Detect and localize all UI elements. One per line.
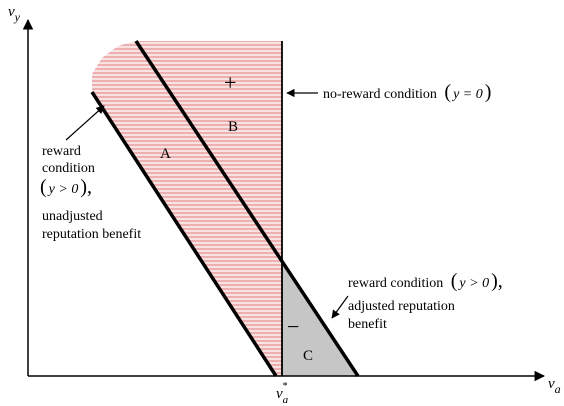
unadjusted-benefit-line bbox=[90, 91, 278, 377]
reward-unadjusted-line1: reward bbox=[42, 144, 81, 159]
region-b-label: B bbox=[228, 119, 238, 135]
reward-unadjusted-line4: unadjusted bbox=[42, 209, 103, 224]
adjusted-arrow bbox=[331, 295, 349, 319]
reward-adjusted-line3: benefit bbox=[348, 317, 387, 332]
reward-adjusted-line2: adjusted reputation bbox=[348, 299, 455, 314]
minus-sign: − bbox=[287, 314, 299, 339]
adjusted-benefit-line bbox=[134, 40, 360, 377]
region-c-label: C bbox=[303, 348, 313, 364]
reward-adjusted-line1: reward condition (y > 0), bbox=[348, 270, 503, 292]
reward-unadjusted-line5: reputation benefit bbox=[42, 227, 141, 242]
plus-sign: + bbox=[224, 70, 236, 95]
reward-unadjusted-cond: (y > 0), bbox=[40, 176, 92, 198]
unadjusted-arrow bbox=[65, 105, 105, 141]
reward-unadjusted-line2: condition bbox=[42, 161, 95, 176]
x-tick-label: va* bbox=[276, 381, 289, 406]
x-axis-label: va bbox=[548, 376, 561, 396]
region-ab-hatched bbox=[92, 41, 282, 376]
region-a-label: A bbox=[160, 146, 171, 162]
no-reward-annotation: no-reward condition (y = 0) bbox=[323, 81, 491, 103]
y-axis-label: vy bbox=[8, 4, 21, 24]
